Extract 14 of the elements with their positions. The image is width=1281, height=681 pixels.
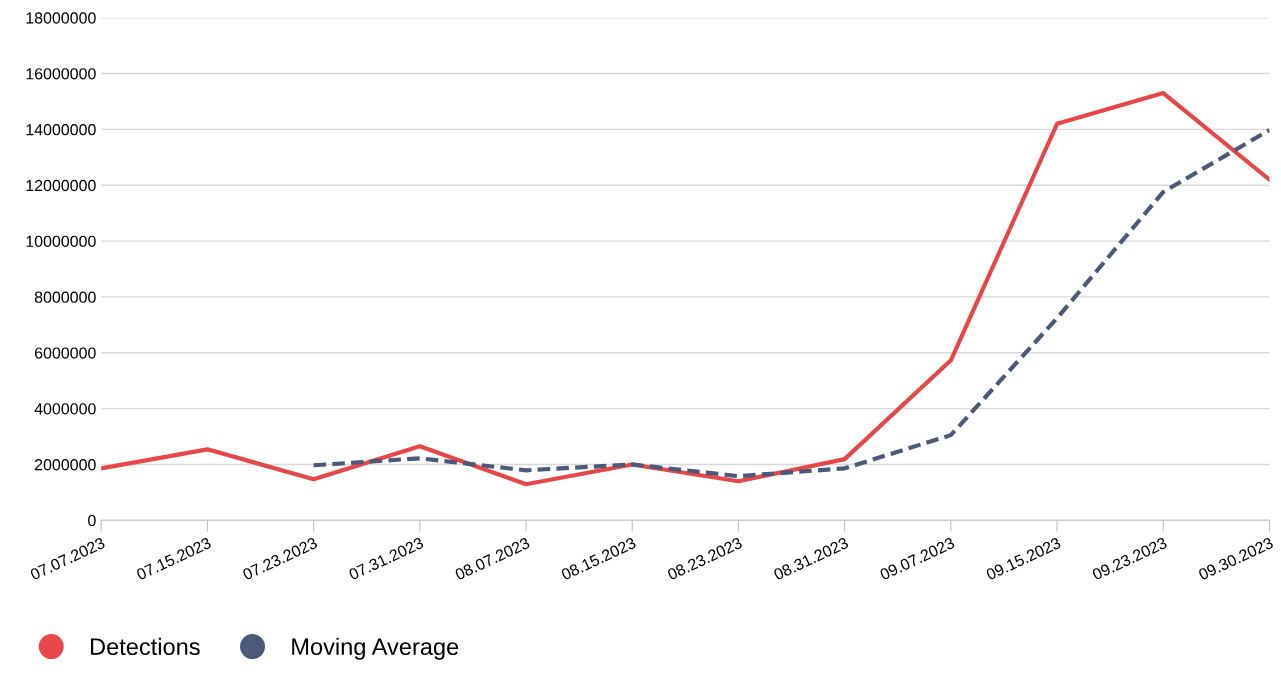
y-tick-label: 14000000 [26,124,96,136]
y-tick-label: 12000000 [26,179,96,192]
y-tick-label: 6000000 [34,347,96,359]
legend-label: Detections [90,637,200,656]
y-tick-label: 8000000 [34,291,96,303]
line-series [101,91,1270,487]
y-tick-label: 0 [88,514,96,527]
y-tick-label: 2000000 [34,459,96,471]
y-tick-label: 16000000 [26,68,96,80]
y-tick-label: 4000000 [34,403,96,415]
y-tick-label: 18000000 [26,12,96,24]
y-tick-label: 10000000 [26,235,96,248]
line-series [311,127,1270,479]
legend-label: Moving Average [292,637,459,660]
